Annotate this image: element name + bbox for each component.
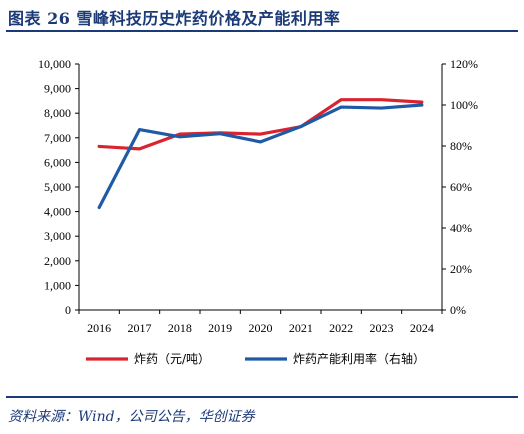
y-right-tick-label: 120% [450,57,478,71]
y-left-tick-label: 7,000 [44,131,71,145]
chart-title: 图表 26 雪峰科技历史炸药价格及产能利用率 [8,9,341,28]
y-left-tick-label: 1,000 [44,278,71,292]
source-divider [6,396,518,398]
y-right-tick-label: 100% [450,98,478,112]
y-left-tick-label: 0 [65,303,71,317]
title-divider [6,30,518,32]
legend-item-capacity-utilization-label: 炸药产能利用率（右轴） [293,351,425,366]
y-left-tick-label: 9,000 [44,82,71,96]
y-right-tick-label: 60% [450,180,472,194]
x-tick-label: 2021 [289,321,313,335]
x-tick-label: 2017 [128,321,152,335]
x-tick-label: 2023 [370,321,394,335]
x-tick-label: 2024 [410,321,434,335]
y-left-tick-label: 3,000 [44,229,71,243]
y-right-tick-label: 0% [450,303,466,317]
series-line-capacity-utilization [97,103,424,210]
source-note: 资料来源：Wind，公司公告，华创证券 [8,409,255,425]
y-left-tick-label: 2,000 [44,254,71,268]
y-left-tick-label: 5,000 [44,180,71,194]
series-line-explosive-price [97,98,424,151]
x-tick-label: 2019 [208,321,232,335]
y-left-tick-label: 8,000 [44,106,71,120]
y-left-tick-label: 6,000 [44,155,71,169]
x-tick-label: 2016 [87,321,111,335]
y-left-tick-label: 4,000 [44,205,71,219]
y-right-tick-label: 20% [450,262,472,276]
x-tick-label: 2022 [329,321,353,335]
y-right-tick-label: 80% [450,139,472,153]
x-tick-label: 2020 [249,321,273,335]
legend-item-explosive-price-label: 炸药（元/吨） [134,352,210,366]
y-right-tick-label: 40% [450,221,472,235]
y-left-tick-label: 10,000 [38,57,71,71]
x-tick-label: 2018 [168,321,192,335]
